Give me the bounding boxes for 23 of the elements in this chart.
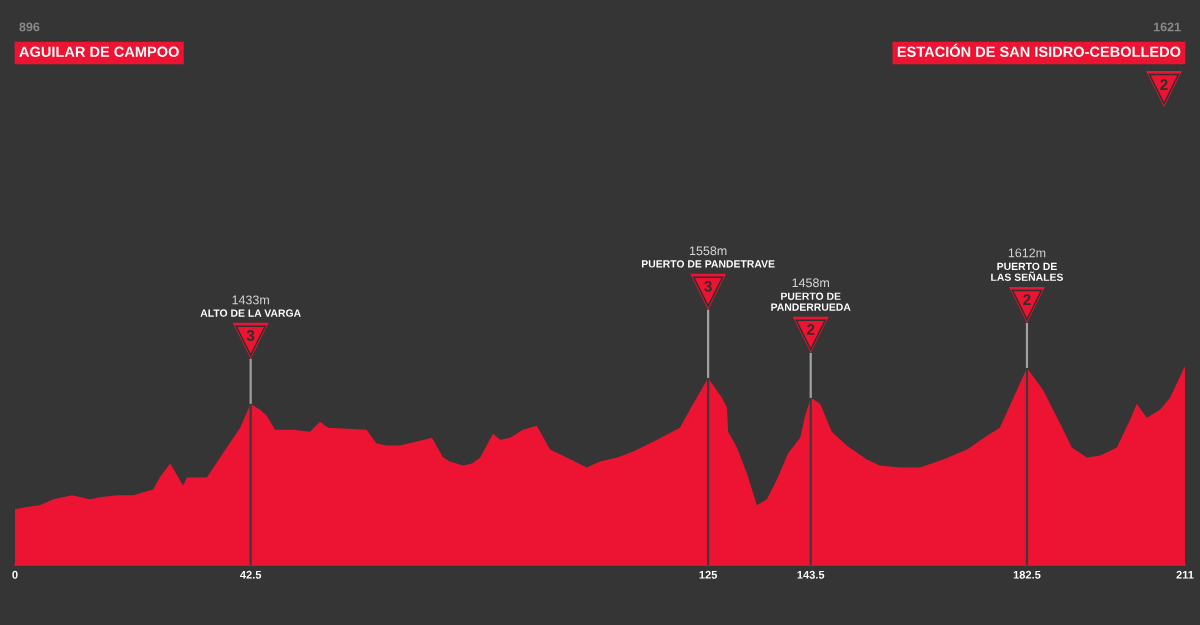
text: PUERTO DE LAS SEÑALES — [991, 262, 1064, 281]
text: ALTO DE LA VARGA — [200, 309, 301, 317]
x-tick-label: 182.5 — [1013, 570, 1041, 579]
text: 3 — [704, 280, 712, 292]
text: 1458m — [792, 278, 829, 288]
text: ESTACIÓN DE SAN ISIDRO-CEBOLLEDO — [897, 43, 1181, 57]
x-tick-label: 211 — [1176, 570, 1194, 579]
text: PUERTO DE PANDERRUEDA — [771, 292, 851, 311]
text: 1558m — [689, 246, 727, 256]
text: 896 — [19, 22, 40, 32]
text: 1612m — [1008, 248, 1046, 258]
x-tick-label: 42.5 — [240, 570, 262, 579]
text: 2 — [806, 324, 815, 335]
text: 2 — [1023, 294, 1031, 305]
text: 1433m — [232, 295, 269, 305]
x-tick-label: 0 — [12, 570, 18, 579]
text: AGUILAR DE CAMPOO — [19, 46, 179, 57]
x-tick-label: 143.5 — [797, 570, 825, 579]
text: PUERTO DE PANDETRAVE — [641, 260, 775, 268]
text: 1621 — [1153, 22, 1181, 32]
x-tick-label: 125 — [699, 570, 718, 579]
text: 2 — [1160, 79, 1168, 90]
text: 3 — [246, 330, 255, 341]
